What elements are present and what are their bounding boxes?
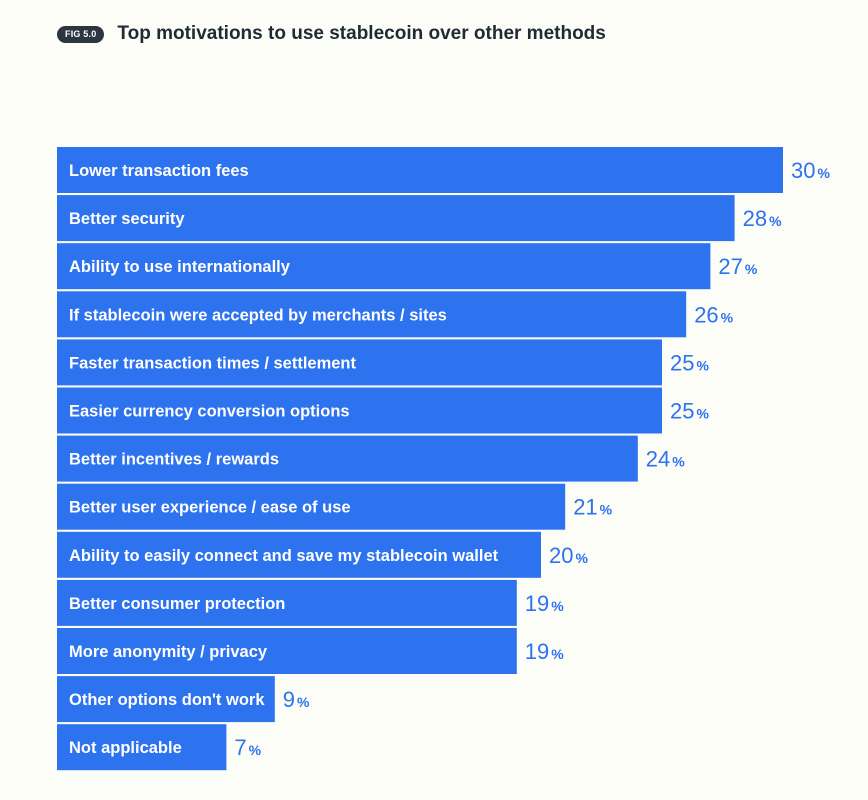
data-label-value: 9 bbox=[283, 687, 295, 712]
data-label-suffix: % bbox=[817, 165, 830, 181]
bar bbox=[57, 579, 517, 626]
bar-group: If stablecoin were accepted by merchants… bbox=[57, 291, 734, 338]
bar-label: Ability to easily connect and save my st… bbox=[69, 547, 499, 565]
bar bbox=[57, 195, 735, 242]
bar-group: Other options don't work 9% bbox=[57, 676, 310, 723]
chart-header: FIG 5.0 Top motivations to use stablecoi… bbox=[57, 20, 606, 48]
bar-label: More anonymity / privacy bbox=[69, 643, 268, 661]
data-label: 27% bbox=[718, 254, 757, 279]
bar bbox=[57, 628, 517, 674]
data-label-value: 7 bbox=[234, 735, 246, 760]
bar-group: Lower transaction fees 30% bbox=[57, 147, 830, 193]
data-label-value: 28 bbox=[743, 206, 767, 231]
data-label-value: 27 bbox=[718, 254, 742, 279]
data-label-suffix: % bbox=[600, 502, 613, 518]
data-label-suffix: % bbox=[551, 598, 564, 614]
bar-label: Lower transaction fees bbox=[69, 162, 249, 180]
chart-title: Top motivations to use stablecoin over o… bbox=[117, 23, 606, 44]
data-label: 30% bbox=[791, 158, 830, 183]
data-label-suffix: % bbox=[745, 261, 758, 277]
data-label: 24% bbox=[646, 447, 685, 472]
bar-group: Easier currency conversion options 25% bbox=[57, 387, 709, 434]
bar-group: Better consumer protection 19% bbox=[57, 579, 564, 626]
bar bbox=[57, 147, 783, 193]
bar-label: Better security bbox=[69, 210, 185, 228]
bar bbox=[57, 435, 638, 482]
bar-group: Better incentives / rewards 24% bbox=[57, 435, 685, 482]
data-label-value: 30 bbox=[791, 158, 815, 183]
bar bbox=[57, 676, 275, 723]
data-label: 9% bbox=[283, 687, 310, 712]
data-label-value: 26 bbox=[694, 302, 718, 327]
bar-label: Other options don't work bbox=[69, 691, 265, 709]
data-label: 28% bbox=[743, 206, 782, 231]
data-label-value: 20 bbox=[549, 543, 573, 568]
bar bbox=[57, 531, 541, 578]
data-label-suffix: % bbox=[696, 406, 709, 422]
bar bbox=[57, 339, 662, 386]
bar-group: Ability to easily connect and save my st… bbox=[57, 531, 588, 578]
bar bbox=[57, 387, 662, 434]
data-label-suffix: % bbox=[721, 309, 734, 325]
data-label: 26% bbox=[694, 302, 733, 327]
data-label-suffix: % bbox=[769, 213, 782, 229]
bar-label: Faster transaction times / settlement bbox=[69, 354, 357, 372]
data-label-value: 24 bbox=[646, 447, 670, 472]
bar-label: Better user experience / ease of use bbox=[69, 499, 351, 517]
bar-group: Not applicable 7% bbox=[57, 724, 262, 771]
bar-group: Better security 28% bbox=[57, 195, 782, 242]
bar-label: Better incentives / rewards bbox=[69, 451, 279, 469]
bar bbox=[57, 243, 711, 290]
data-label-suffix: % bbox=[297, 694, 310, 710]
data-label-suffix: % bbox=[249, 742, 262, 758]
data-label: 19% bbox=[525, 591, 564, 616]
bar bbox=[57, 483, 566, 530]
data-label: 25% bbox=[670, 350, 709, 375]
bar bbox=[57, 291, 687, 338]
bar-group: Faster transaction times / settlement 25% bbox=[57, 339, 709, 386]
data-label-suffix: % bbox=[696, 357, 709, 373]
data-label-value: 25 bbox=[670, 350, 694, 375]
bar-group: Better user experience / ease of use 21% bbox=[57, 483, 613, 530]
bar-group: Ability to use internationally 27% bbox=[57, 243, 758, 290]
bar-label: Ability to use internationally bbox=[69, 258, 291, 276]
figure-badge: FIG 5.0 bbox=[57, 25, 105, 43]
data-label-value: 25 bbox=[670, 399, 694, 424]
data-label-value: 19 bbox=[525, 639, 549, 664]
data-label-suffix: % bbox=[551, 646, 564, 662]
data-label: 20% bbox=[549, 543, 588, 568]
data-label: 21% bbox=[573, 495, 612, 520]
data-label: 7% bbox=[234, 735, 261, 760]
data-label-value: 21 bbox=[573, 495, 597, 520]
bar-label: Better consumer protection bbox=[69, 595, 285, 613]
data-label-suffix: % bbox=[575, 550, 588, 566]
bar bbox=[57, 724, 227, 771]
data-label-value: 19 bbox=[525, 591, 549, 616]
bar-label: If stablecoin were accepted by merchants… bbox=[69, 306, 447, 324]
bar-label: Not applicable bbox=[69, 739, 182, 757]
data-label: 19% bbox=[525, 639, 564, 664]
bar-label: Easier currency conversion options bbox=[69, 403, 350, 421]
data-label: 25% bbox=[670, 399, 709, 424]
bar-group: More anonymity / privacy 19% bbox=[57, 628, 564, 674]
data-label-suffix: % bbox=[672, 454, 685, 470]
